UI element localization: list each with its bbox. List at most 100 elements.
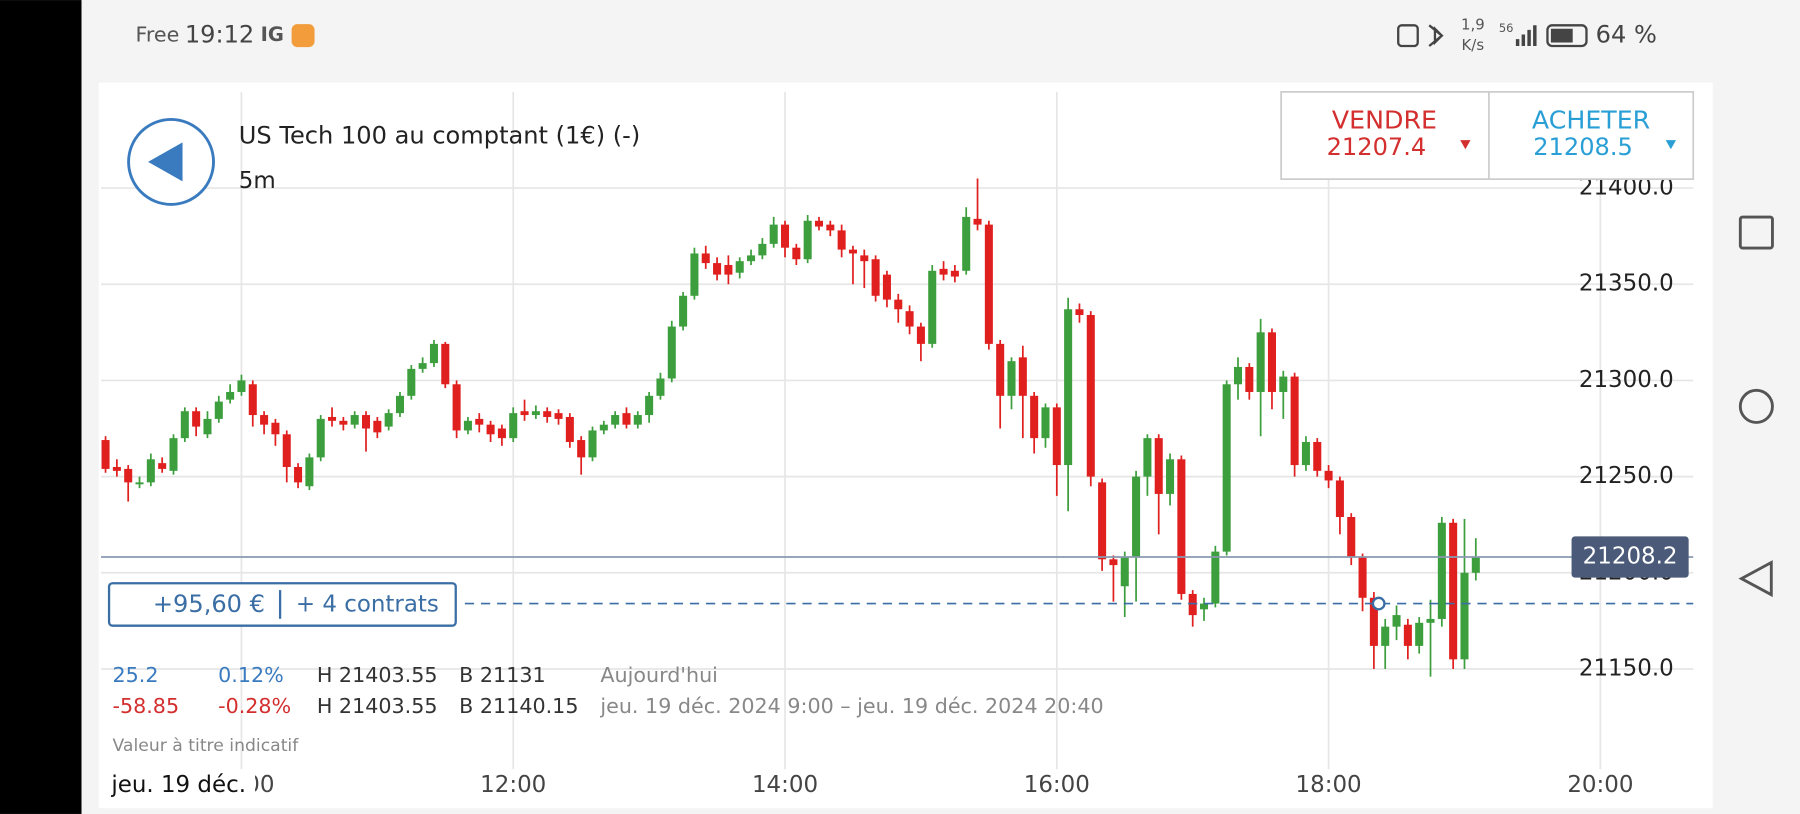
candle-body — [520, 411, 529, 416]
candle-body — [497, 428, 506, 439]
date-label-bg — [103, 769, 256, 801]
candle-body — [1233, 366, 1243, 385]
stat-high: H 21403.55 — [317, 694, 438, 718]
candle-body — [860, 255, 869, 262]
candle-body — [1166, 459, 1175, 494]
candle-body — [1437, 522, 1446, 619]
speed: 1,9 — [1461, 15, 1485, 33]
position-frame — [107, 582, 457, 627]
candle-body — [294, 466, 303, 483]
y-tick-label: 21300.0 — [1579, 367, 1674, 393]
candle-body — [124, 468, 133, 483]
buy-arrow — [1665, 140, 1677, 150]
buy-button[interactable]: ACHETER 21208.5 — [1532, 106, 1677, 161]
candle-body — [962, 216, 971, 271]
notification-icon — [291, 24, 315, 48]
candle-body — [848, 249, 857, 254]
disclaimer: Valeur à titre indicatif — [113, 736, 300, 756]
stat-change: 25.2 — [113, 663, 159, 687]
candle-body — [1347, 517, 1356, 558]
candle-body — [781, 224, 790, 248]
candle-body — [282, 434, 291, 467]
candle-body — [1211, 551, 1220, 604]
candle-body — [1279, 376, 1288, 392]
candle-body — [350, 415, 359, 425]
candle-body — [1064, 309, 1073, 466]
sell-label: VENDRE — [1332, 106, 1437, 135]
chart-panel — [98, 82, 1713, 809]
signal-icon — [1515, 25, 1537, 46]
stat-period: jeu. 19 déc. 2024 9:00 – jeu. 19 déc. 20… — [599, 694, 1103, 718]
candle-body — [260, 415, 269, 425]
interval[interactable]: 5m — [239, 168, 276, 194]
stat-low: B 21140.15 — [459, 694, 578, 718]
candle-body — [1154, 438, 1163, 494]
candle-body — [758, 243, 767, 256]
candle-body — [939, 268, 948, 275]
candle-body — [1098, 482, 1107, 560]
candle-body — [1381, 626, 1390, 646]
candle-body — [1109, 559, 1118, 566]
sell-button[interactable]: VENDRE 21207.4 — [1327, 106, 1471, 161]
clock: 19:12 — [185, 21, 254, 49]
candle-body — [146, 459, 155, 483]
plot — [101, 178, 1480, 677]
speed-unit: K/s — [1462, 36, 1485, 54]
overlay: 21150.021200.021250.021300.021350.021400… — [101, 175, 1694, 681]
recent-button[interactable] — [1738, 215, 1774, 250]
candle-body — [656, 378, 665, 396]
candle-body — [395, 395, 405, 414]
candle-body — [1007, 361, 1016, 396]
x-tick-label: 16:00 — [1024, 772, 1090, 798]
candle-body — [1222, 384, 1231, 552]
candle-body — [328, 416, 337, 421]
y-tick-label: 21250.0 — [1579, 463, 1674, 489]
position-box[interactable]: +95,60 € + 4 contrats — [107, 582, 457, 627]
candle-body — [101, 440, 110, 469]
candle-body — [724, 265, 733, 275]
candle-body — [1177, 459, 1186, 594]
candle-body — [1358, 557, 1367, 598]
y-tick-label: 21350.0 — [1579, 271, 1674, 297]
trade-box — [1280, 91, 1695, 180]
candle-body — [1403, 624, 1412, 646]
candle-body — [894, 299, 903, 310]
candle-body — [599, 424, 608, 431]
stat-low: B 21131 — [459, 663, 545, 687]
x-tick-label: 18:00 — [1296, 772, 1362, 798]
candle-body — [463, 420, 472, 431]
candle-body — [509, 413, 518, 439]
candle-body — [1369, 597, 1378, 646]
position-size: + 4 contrats — [296, 592, 439, 618]
candle-body — [384, 413, 393, 427]
stat-high: H 21403.55 — [317, 663, 438, 687]
candle-body — [1075, 309, 1084, 316]
left-edge — [0, 0, 82, 814]
candle-body — [1301, 441, 1310, 466]
candle-body — [373, 420, 382, 433]
date-label: jeu. 19 déc. — [110, 772, 246, 798]
candle-body — [1120, 557, 1129, 587]
candle-body — [305, 457, 314, 487]
position-pnl: +95,60 € — [153, 590, 265, 618]
position-marker — [1371, 596, 1386, 611]
candle-body — [565, 416, 574, 442]
back-nav-button[interactable] — [1738, 560, 1773, 598]
x-tick-label: 20:00 — [1567, 772, 1633, 798]
candle-body — [928, 270, 937, 344]
candle-body — [203, 418, 212, 435]
candle-body — [1471, 557, 1480, 573]
candle-body — [543, 411, 552, 417]
candle-body — [1245, 366, 1254, 392]
home-button[interactable] — [1738, 388, 1774, 424]
candle-body — [1392, 615, 1401, 627]
y-tick-label: 21150.0 — [1579, 655, 1674, 681]
instrument-title: US Tech 100 au comptant (1€) (-) — [239, 122, 641, 150]
candle-body — [271, 422, 280, 435]
candle-body — [645, 395, 654, 416]
candle-body — [1143, 438, 1152, 477]
candle-body — [1052, 407, 1061, 466]
candle-body — [577, 440, 586, 458]
candle-body — [826, 224, 835, 231]
